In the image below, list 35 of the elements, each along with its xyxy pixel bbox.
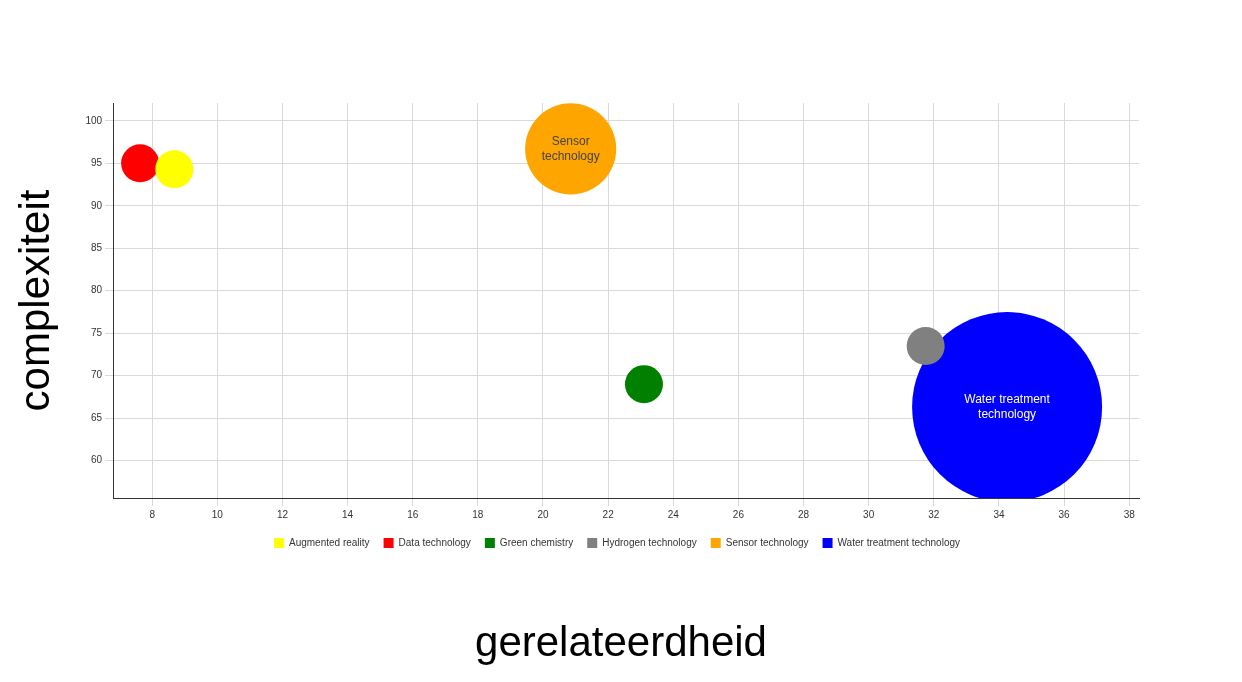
y-tick-label: 60	[90, 454, 103, 466]
x-tick-label: 36	[1058, 508, 1071, 520]
x-tick-label: 16	[407, 508, 419, 520]
legend-label: Data technology	[398, 536, 471, 548]
legend-label: Water treatment technology	[837, 536, 961, 548]
annotation: Sensor technology	[541, 133, 600, 163]
legend-label: Green chemistry	[499, 536, 574, 548]
y-tick-label: 80	[90, 284, 103, 296]
x-tick-label: 14	[342, 508, 354, 520]
x-tick-label: 22	[602, 508, 615, 520]
x-axis-title: gerelateerdheid	[474, 618, 768, 666]
y-tick-label: 65	[90, 411, 103, 423]
x-tick-label: 26	[732, 508, 745, 520]
x-tick-label: 30	[863, 508, 875, 520]
y-tick-label: 70	[90, 369, 103, 381]
x-tick-label: 32	[928, 508, 940, 520]
y-axis-title: complexiteit	[10, 189, 58, 412]
x-tick-label: 28	[797, 508, 810, 520]
x-tick-label: 24	[667, 508, 680, 520]
y-tick-label: 95	[90, 157, 103, 169]
annotation: Water treatment technology	[964, 391, 1051, 421]
x-tick-label: 18	[472, 508, 484, 520]
x-tick-label: 20	[537, 508, 549, 520]
y-tick-label: 100	[85, 114, 103, 126]
y-tick-label: 75	[90, 326, 103, 338]
x-tick-label: 8	[149, 508, 156, 520]
legend-label: Hydrogen technology	[602, 536, 697, 548]
x-tick-label: 38	[1123, 508, 1136, 520]
x-tick-label: 34	[993, 508, 1005, 520]
legend-label: Augmented reality	[288, 536, 370, 548]
legend-label: Sensor technology	[725, 536, 809, 548]
y-tick-label: 90	[90, 199, 103, 211]
x-tick-label: 10	[211, 508, 224, 520]
x-tick-label: 12	[276, 508, 289, 520]
y-tick-label: 85	[90, 242, 103, 254]
